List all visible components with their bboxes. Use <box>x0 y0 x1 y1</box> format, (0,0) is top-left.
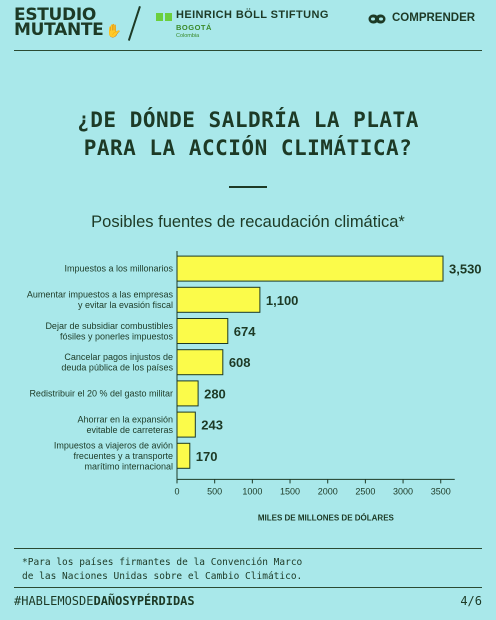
value-label-5: 243 <box>201 418 223 433</box>
bar-5 <box>176 411 196 438</box>
bar-4 <box>176 380 199 407</box>
header-divider <box>14 50 482 51</box>
logo-line-2: MUTANTE <box>14 20 104 40</box>
hashtag[interactable]: #HABLEMOSDEDAÑOSYPÉRDIDAS <box>14 594 195 608</box>
category-label-2-0: Dejar de subsidiar combustibles <box>45 321 173 331</box>
page-title: ¿DE DÓNDE SALDRÍA LA PLATA PARA LA ACCIÓ… <box>0 106 496 162</box>
title-line-2: PARA LA ACCIÓN CLIMÁTICA? <box>83 136 413 160</box>
x-tick-label-1500: 1500 <box>280 486 300 496</box>
hashtag-prefix: #HABLEMOSDE <box>14 594 94 608</box>
title-underline <box>229 186 267 188</box>
footnote-line-1: *Para los países firmantes de la Convenc… <box>22 557 303 568</box>
category-label-3-1: deuda pública de los países <box>61 362 173 372</box>
category-label-5-1: evitable de carreteras <box>86 425 173 435</box>
category-label-5-0: Ahorrar en la expansión <box>77 414 173 424</box>
category-label-6-1: frecuentes y a transporte <box>73 451 173 461</box>
value-label-3: 608 <box>229 355 251 370</box>
estudio-mutante-logo: ESTUDIO MUTANTE ✋ <box>14 5 122 40</box>
bar-0 <box>176 255 444 282</box>
category-label-6-2: marítimo internacional <box>84 461 173 471</box>
partner-country: Colombia <box>176 33 200 39</box>
title-line-1: ¿DE DÓNDE SALDRÍA LA PLATA <box>77 108 419 132</box>
bar-6 <box>176 442 191 469</box>
partner-name: HEINRICH BÖLL STIFTUNG <box>176 9 329 21</box>
section-label: COMPRENDER <box>392 12 476 24</box>
footnote-line-2: de las Naciones Unidas sobre el Cambio C… <box>22 571 303 582</box>
value-label-0: 3,530 <box>449 262 482 277</box>
category-label-1-1: y evitar la evasión fiscal <box>78 300 173 310</box>
value-label-2: 674 <box>234 324 256 339</box>
hashtag-bold: DAÑOSYPÉRDIDAS <box>93 594 195 608</box>
category-label-1-0: Aumentar impuestos a las empresas <box>27 290 174 300</box>
x-tick-label-1000: 1000 <box>242 486 262 496</box>
x-axis-label: MILES DE MILLONES DE DÓLARES <box>258 513 395 522</box>
category-label-0-0: Impuestos a los millonarios <box>64 264 173 274</box>
footer-divider <box>14 587 482 588</box>
x-tick-label-2000: 2000 <box>318 486 338 496</box>
bar-1 <box>176 286 261 313</box>
footnote-divider <box>14 548 482 549</box>
footnote: *Para los países firmantes de la Convenc… <box>22 556 302 584</box>
x-tick-label-2500: 2500 <box>355 486 375 496</box>
chart-title: Posibles fuentes de recaudación climátic… <box>91 213 405 231</box>
hand-icon: ✋ <box>105 24 122 39</box>
x-tick-label-500: 500 <box>207 486 222 496</box>
x-tick-label-0: 0 <box>174 486 179 496</box>
logo-line-1: ESTUDIO <box>14 5 97 25</box>
value-label-4: 280 <box>204 386 226 401</box>
category-label-6-0: Impuestos a viajeros de avión <box>54 440 173 450</box>
infinity-link-icon <box>368 14 386 24</box>
value-label-1: 1,100 <box>266 293 299 308</box>
category-label-4-0: Redistribuir el 20 % del gasto militar <box>29 388 173 398</box>
category-label-2-1: fósiles y ponerles impuestos <box>60 331 174 341</box>
x-tick-label-3500: 3500 <box>431 486 451 496</box>
category-label-3-0: Cancelar pagos injustos de <box>64 352 173 362</box>
bar-3 <box>176 349 224 376</box>
boll-foundation-icon <box>156 13 163 21</box>
page-indicator: 4/6 <box>460 594 482 608</box>
x-tick-label-3000: 3000 <box>393 486 413 496</box>
value-label-6: 170 <box>196 449 218 464</box>
bar-2 <box>176 318 229 344</box>
partner-city: BOGOTÁ <box>176 23 212 32</box>
